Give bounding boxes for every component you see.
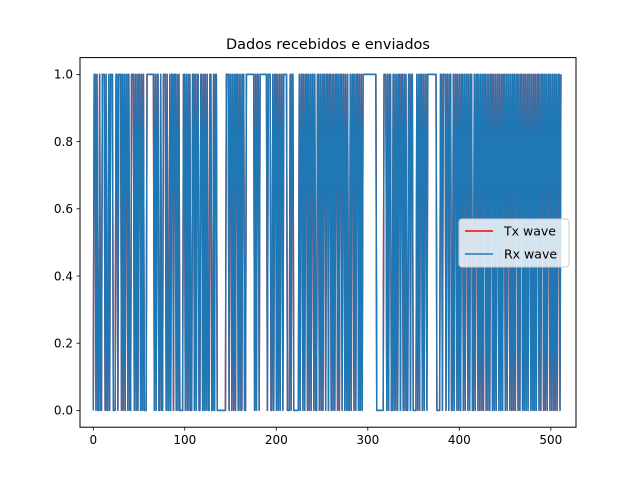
x-tick-label: 400	[448, 433, 471, 447]
y-tick-label: 1.0	[54, 68, 73, 82]
y-tick-label: 0.6	[54, 202, 73, 216]
x-tick-label: 300	[356, 433, 379, 447]
y-tick-label: 0.4	[54, 269, 73, 283]
x-tick-label: 0	[89, 433, 97, 447]
y-tick-label: 0.2	[54, 337, 73, 351]
legend: Tx wave Rx wave	[458, 218, 570, 268]
x-tick-label: 200	[265, 433, 288, 447]
x-tick-label: 500	[539, 433, 562, 447]
legend-label-rx: Rx wave	[504, 247, 557, 262]
y-axis-ticks: 0.0 0.2 0.4 0.6 0.8 1.0	[54, 68, 80, 418]
y-tick-label: 0.8	[54, 135, 73, 149]
y-tick-label: 0.0	[54, 404, 73, 418]
x-axis-ticks: 0 100 200 300 400 500	[89, 427, 562, 447]
chart-title: Dados recebidos e enviados	[226, 37, 430, 53]
legend-label-tx: Tx wave	[503, 224, 556, 239]
plot-frame	[79, 57, 577, 428]
x-tick-label: 100	[173, 433, 196, 447]
